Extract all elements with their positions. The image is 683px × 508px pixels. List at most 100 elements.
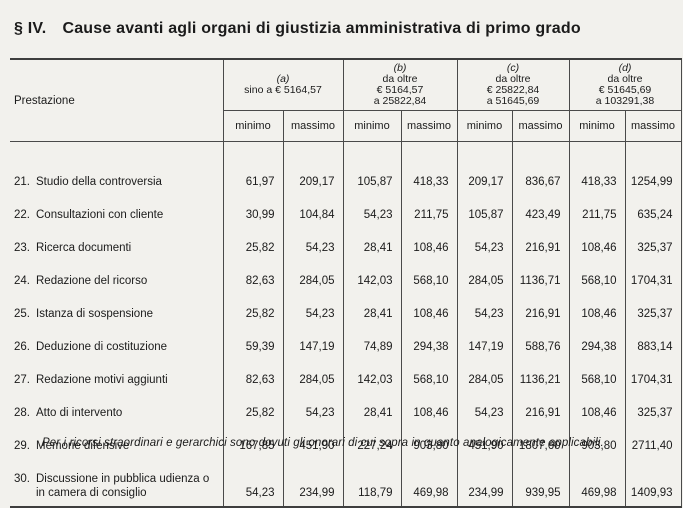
- row-label: Istanza di sospensione: [36, 308, 153, 320]
- value-cell: 147,19: [282, 327, 343, 360]
- row-number: 27.: [14, 374, 30, 386]
- value-cell: 108,46: [568, 294, 625, 327]
- value-cell: 209,17: [282, 141, 343, 195]
- value-cell: 451,90: [282, 426, 343, 459]
- value-cell: 294,38: [568, 327, 625, 360]
- section-mark: § IV.: [14, 20, 47, 37]
- value-cell: 568,10: [400, 360, 457, 393]
- value-cell: 108,46: [400, 294, 457, 327]
- row-number: 23.: [14, 242, 30, 254]
- value-cell: 588,76: [511, 327, 569, 360]
- value-cell: 118,79: [342, 459, 401, 507]
- value-cell: 1704,31: [624, 261, 681, 294]
- table-body: 21. Studio della controversia 61,97 209,17 1…: [10, 141, 681, 507]
- group-range-line: a 51645,69: [486, 95, 540, 107]
- value-cell: 568,10: [568, 360, 625, 393]
- value-cell: 209,17: [456, 141, 512, 195]
- table-row: 24. Redazione del ricorso 82,63 284,05 142,0…: [10, 261, 681, 294]
- row-label-cell: 23. Ricerca documenti: [10, 228, 223, 261]
- value-cell: 1409,93: [624, 459, 681, 507]
- subheader-minimo: minimo: [222, 110, 283, 142]
- table-row: 29. Memorie difensive 167,85 451,90 227,24 90…: [10, 426, 681, 459]
- group-range-line: € 51645,69: [598, 84, 652, 96]
- table-row: 28. Atto di intervento 25,82 54,23 28,41 108,…: [10, 393, 681, 426]
- row-label-cell: 30. Discussione in pubblica udienza o in …: [10, 459, 223, 507]
- value-cell: 939,95: [511, 459, 569, 507]
- row-label: Discussione in pubblica udienza o in cam…: [36, 473, 210, 499]
- subheader-minimo: minimo: [342, 110, 401, 142]
- column-header-prestazione: Prestazione: [10, 59, 223, 142]
- group-range-line: a 103291,38: [595, 95, 655, 107]
- value-cell: 74,89: [342, 327, 401, 360]
- value-cell: 1136,71: [511, 261, 569, 294]
- column-group-d: (d) da oltre € 51645,69 a 103291,38: [568, 59, 681, 111]
- group-range-line: da oltre: [607, 73, 643, 85]
- value-cell: 108,46: [400, 393, 457, 426]
- value-cell: 211,75: [568, 195, 625, 228]
- value-cell: 142,03: [342, 360, 401, 393]
- value-cell: 28,41: [342, 393, 401, 426]
- value-cell: 284,05: [456, 261, 512, 294]
- value-cell: 836,67: [511, 141, 569, 195]
- group-range-line: da oltre: [382, 73, 418, 85]
- column-group-c: (c) da oltre € 25822,84 a 51645,69: [456, 59, 569, 111]
- value-cell: 469,98: [400, 459, 457, 507]
- group-range-line: a 25822,84: [373, 95, 427, 107]
- group-range-line: € 5164,57: [376, 84, 424, 96]
- value-cell: 1136,21: [511, 360, 569, 393]
- value-cell: 54,23: [456, 393, 512, 426]
- value-cell: 216,91: [511, 294, 569, 327]
- row-number: 30.: [14, 473, 30, 485]
- value-cell: 423,49: [511, 195, 569, 228]
- value-cell: 104,84: [282, 195, 343, 228]
- value-cell: 568,10: [568, 261, 625, 294]
- subheader-minimo: minimo: [568, 110, 625, 142]
- value-cell: 108,46: [400, 228, 457, 261]
- value-cell: 54,23: [456, 294, 512, 327]
- value-cell: 234,99: [282, 459, 343, 507]
- subheader-massimo: massimo: [511, 110, 569, 142]
- value-cell: 418,33: [568, 141, 625, 195]
- row-number: 29.: [14, 440, 30, 452]
- table-row: 25. Istanza di sospensione 25,82 54,23 28,41…: [10, 294, 681, 327]
- value-cell: 903,80: [568, 426, 625, 459]
- value-cell: 294,38: [400, 327, 457, 360]
- value-cell: 28,41: [342, 228, 401, 261]
- column-group-a: (a) sino a € 5164,57: [222, 59, 343, 111]
- footnote: Per i ricorsi straordinari e gerarchici …: [42, 437, 604, 449]
- value-cell: 54,23: [222, 459, 283, 507]
- value-cell: 1254,99: [624, 141, 681, 195]
- value-cell: 54,23: [282, 393, 343, 426]
- value-cell: 61,97: [222, 141, 283, 195]
- value-cell: 105,87: [456, 195, 512, 228]
- row-label: Ricerca documenti: [36, 242, 132, 254]
- value-cell: 216,91: [511, 393, 569, 426]
- table-row: 23. Ricerca documenti 25,82 54,23 28,41 108,4…: [10, 228, 681, 261]
- row-label: Deduzione di costituzione: [36, 341, 168, 353]
- value-cell: 1704,31: [624, 360, 681, 393]
- row-label-cell: 24. Redazione del ricorso: [10, 261, 223, 294]
- value-cell: 142,03: [342, 261, 401, 294]
- row-number: 25.: [14, 308, 30, 320]
- subheader-massimo: massimo: [400, 110, 457, 142]
- value-cell: 325,37: [624, 294, 681, 327]
- row-label: Consultazioni con cliente: [36, 209, 164, 221]
- row-number: 28.: [14, 407, 30, 419]
- value-cell: 418,33: [400, 141, 457, 195]
- row-number: 21.: [14, 176, 30, 188]
- row-label-cell: 29. Memorie difensive: [10, 426, 223, 459]
- value-cell: 25,82: [222, 294, 283, 327]
- row-label: Memorie difensive: [36, 440, 130, 452]
- value-cell: 1807,60: [511, 426, 569, 459]
- group-letter-b: (b): [393, 62, 407, 74]
- value-cell: 325,37: [624, 228, 681, 261]
- value-cell: 54,23: [342, 195, 401, 228]
- value-cell: 227,24: [342, 426, 401, 459]
- value-cell: 30,99: [222, 195, 283, 228]
- row-label-cell: 25. Istanza di sospensione: [10, 294, 223, 327]
- value-cell: 635,24: [624, 195, 681, 228]
- value-cell: 105,87: [342, 141, 401, 195]
- value-cell: 54,23: [456, 228, 512, 261]
- table-row: 26. Deduzione di costituzione 59,39 147,19 7…: [10, 327, 681, 360]
- value-cell: 469,98: [568, 459, 625, 507]
